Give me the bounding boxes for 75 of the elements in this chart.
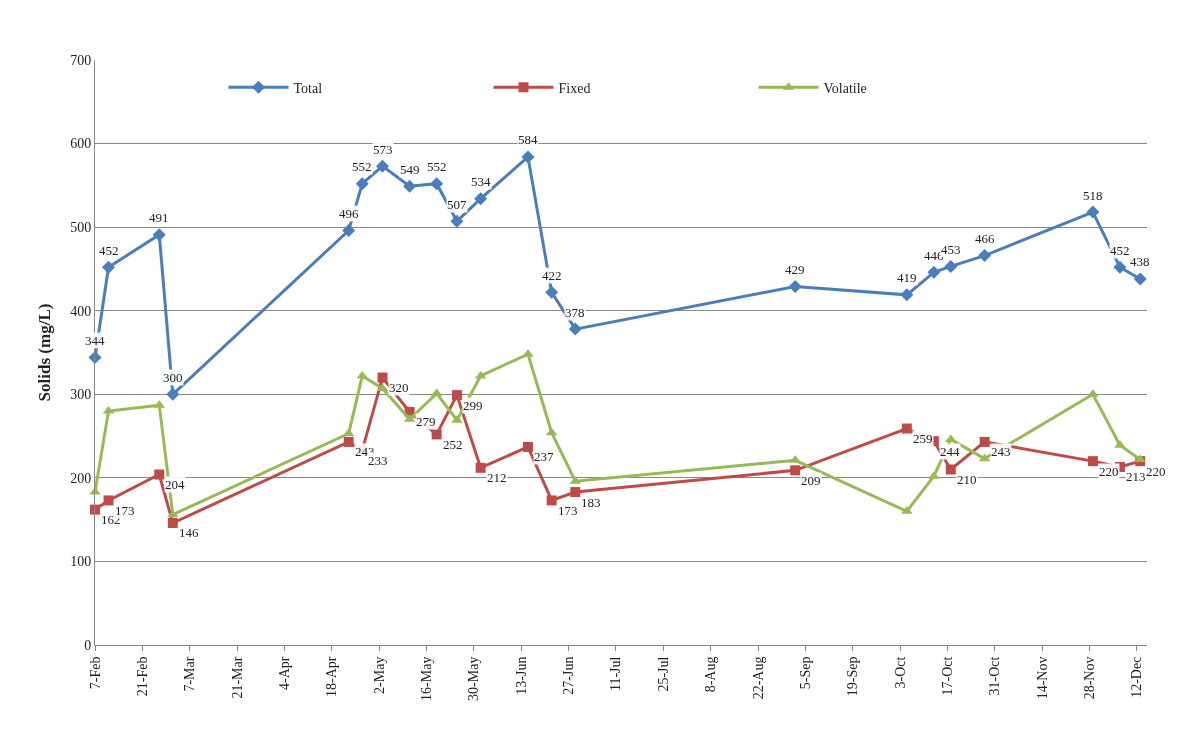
data-label: 552 [427, 159, 447, 174]
data-label: 534 [471, 174, 491, 189]
data-label: 419 [897, 270, 917, 285]
data-label: 233 [368, 453, 388, 468]
data-label: 299 [463, 398, 483, 413]
x-tick-label: 14-Nov [1034, 656, 1050, 700]
data-label: 173 [115, 503, 135, 518]
x-tick-label: 16-May [419, 656, 435, 701]
data-label: 252 [443, 437, 463, 452]
legend-label: Fixed [558, 80, 591, 96]
y-tick-label: 700 [70, 52, 92, 68]
data-label: 244 [940, 444, 960, 459]
y-tick-label: 300 [70, 387, 92, 403]
data-label: 220 [1146, 464, 1166, 479]
x-tick-label: 5-Sep [797, 656, 813, 690]
x-tick-label: 2-May [371, 656, 387, 694]
y-tick-label: 600 [70, 136, 92, 152]
data-label: 491 [149, 210, 169, 225]
x-tick-label: 31-Oct [987, 656, 1003, 696]
y-tick-label: 200 [70, 470, 92, 486]
data-label: 210 [957, 472, 977, 487]
data-label: 212 [487, 470, 507, 485]
y-tick-label: 0 [84, 637, 92, 653]
x-tick-label: 25-Jul [655, 656, 671, 692]
y-tick-label: 400 [70, 303, 92, 319]
y-axis-title: Solids (mg/L) [34, 303, 54, 402]
x-tick-label: 21-Mar [229, 656, 245, 699]
x-tick-label: 19-Sep [845, 656, 861, 697]
data-label: 237 [534, 449, 554, 464]
data-label: 549 [400, 162, 420, 177]
x-tick-label: 3-Oct [892, 656, 908, 689]
y-tick-label: 100 [70, 554, 92, 570]
data-label: 220 [1099, 464, 1119, 479]
x-tick-label: 7-Mar [182, 656, 198, 692]
x-tick-label: 4-Apr [276, 656, 292, 691]
y-tick-label: 500 [70, 220, 92, 236]
data-label: 279 [416, 414, 436, 429]
data-label: 344 [85, 333, 105, 348]
data-label: 183 [581, 495, 601, 510]
x-tick-label: 8-Aug [703, 656, 719, 693]
data-label: 204 [165, 477, 185, 492]
data-label: 452 [1110, 243, 1130, 258]
data-label: 320 [389, 380, 409, 395]
legend-label: Total [293, 80, 323, 96]
data-label: 300 [163, 370, 183, 385]
x-tick-label: 7-Feb [87, 656, 103, 690]
x-tick-label: 17-Oct [939, 656, 955, 696]
data-label: 452 [99, 243, 119, 258]
x-tick-label: 18-Apr [324, 656, 340, 698]
data-label: 429 [785, 262, 805, 277]
data-label: 173 [558, 503, 578, 518]
data-label: 243 [991, 444, 1011, 459]
data-label: 496 [339, 206, 359, 221]
x-tick-label: 27-Jun [561, 656, 577, 695]
data-label: 213 [1126, 469, 1146, 484]
x-tick-label: 21-Feb [134, 656, 150, 697]
legend-label: Volatile [823, 80, 867, 96]
data-label: 507 [447, 197, 467, 212]
data-label: 259 [913, 431, 933, 446]
data-label: 146 [179, 525, 199, 540]
x-tick-label: 30-May [466, 656, 482, 701]
x-tick-label: 11-Jul [608, 656, 624, 692]
data-label: 422 [542, 268, 562, 283]
x-tick-label: 22-Aug [750, 656, 766, 700]
data-label: 573 [373, 142, 393, 157]
data-label: 518 [1083, 188, 1103, 203]
x-tick-label: 12-Dec [1129, 656, 1145, 698]
data-label: 466 [975, 231, 995, 246]
data-label: 552 [352, 159, 372, 174]
x-tick-label: 13-Jun [513, 656, 529, 695]
data-label: 584 [518, 132, 538, 147]
data-label: 209 [801, 473, 821, 488]
data-label: 438 [1130, 254, 1150, 269]
x-tick-label: 28-Nov [1082, 656, 1098, 700]
data-label: 378 [565, 305, 585, 320]
